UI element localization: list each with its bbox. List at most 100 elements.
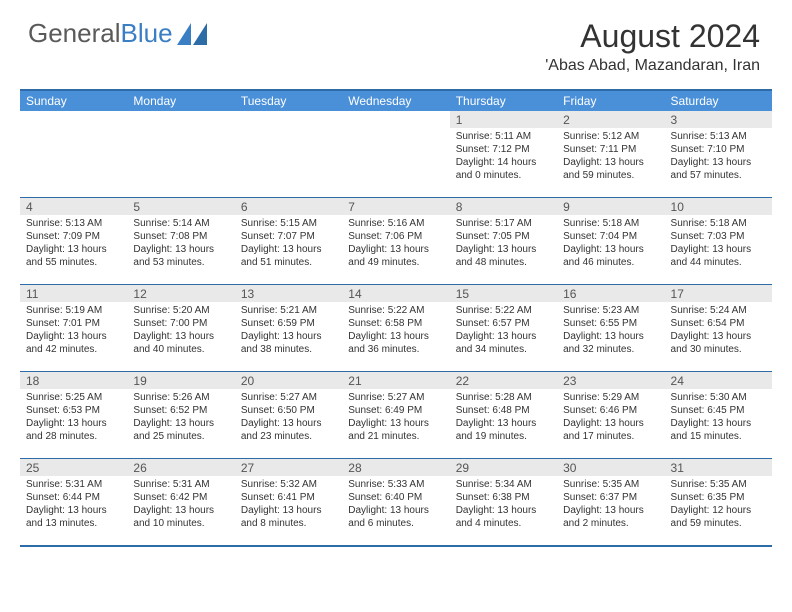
day-number: 7 — [342, 198, 449, 215]
sun-info: Sunrise: 5:28 AMSunset: 6:48 PMDaylight:… — [450, 389, 557, 447]
day-number: 17 — [665, 285, 772, 302]
sun-info: Sunrise: 5:35 AMSunset: 6:35 PMDaylight:… — [665, 476, 772, 534]
day-number: 26 — [127, 459, 234, 476]
sun-info: Sunrise: 5:15 AMSunset: 7:07 PMDaylight:… — [235, 215, 342, 273]
logo-icon — [177, 23, 207, 45]
week-row: 4Sunrise: 5:13 AMSunset: 7:09 PMDaylight… — [20, 197, 772, 284]
sun-info: Sunrise: 5:18 AMSunset: 7:04 PMDaylight:… — [557, 215, 664, 273]
day-number: 28 — [342, 459, 449, 476]
day-cell: 12Sunrise: 5:20 AMSunset: 7:00 PMDayligh… — [127, 285, 234, 371]
day-cell: 4Sunrise: 5:13 AMSunset: 7:09 PMDaylight… — [20, 198, 127, 284]
sun-info: Sunrise: 5:30 AMSunset: 6:45 PMDaylight:… — [665, 389, 772, 447]
sun-info: Sunrise: 5:13 AMSunset: 7:10 PMDaylight:… — [665, 128, 772, 186]
day-number: 5 — [127, 198, 234, 215]
bottom-border — [20, 545, 772, 547]
calendar: Sunday Monday Tuesday Wednesday Thursday… — [20, 89, 772, 545]
sun-info: Sunrise: 5:25 AMSunset: 6:53 PMDaylight:… — [20, 389, 127, 447]
day-cell: 23Sunrise: 5:29 AMSunset: 6:46 PMDayligh… — [557, 372, 664, 458]
day-number: 31 — [665, 459, 772, 476]
day-cell: 24Sunrise: 5:30 AMSunset: 6:45 PMDayligh… — [665, 372, 772, 458]
logo-text-1: General — [28, 18, 121, 49]
sun-info: Sunrise: 5:27 AMSunset: 6:50 PMDaylight:… — [235, 389, 342, 447]
logo: GeneralBlue — [28, 18, 207, 49]
day-cell: 2Sunrise: 5:12 AMSunset: 7:11 PMDaylight… — [557, 111, 664, 197]
day-cell — [235, 111, 342, 197]
day-cell: 18Sunrise: 5:25 AMSunset: 6:53 PMDayligh… — [20, 372, 127, 458]
sun-info: Sunrise: 5:23 AMSunset: 6:55 PMDaylight:… — [557, 302, 664, 360]
day-number: 18 — [20, 372, 127, 389]
sun-info: Sunrise: 5:16 AMSunset: 7:06 PMDaylight:… — [342, 215, 449, 273]
day-number: 23 — [557, 372, 664, 389]
day-number: 12 — [127, 285, 234, 302]
day-number: 22 — [450, 372, 557, 389]
day-cell: 22Sunrise: 5:28 AMSunset: 6:48 PMDayligh… — [450, 372, 557, 458]
day-number: 3 — [665, 111, 772, 128]
day-cell: 3Sunrise: 5:13 AMSunset: 7:10 PMDaylight… — [665, 111, 772, 197]
day-number: 9 — [557, 198, 664, 215]
day-number: 8 — [450, 198, 557, 215]
day-cell — [127, 111, 234, 197]
day-cell: 5Sunrise: 5:14 AMSunset: 7:08 PMDaylight… — [127, 198, 234, 284]
day-number: 20 — [235, 372, 342, 389]
week-row: 1Sunrise: 5:11 AMSunset: 7:12 PMDaylight… — [20, 111, 772, 197]
week-row: 11Sunrise: 5:19 AMSunset: 7:01 PMDayligh… — [20, 284, 772, 371]
sun-info: Sunrise: 5:18 AMSunset: 7:03 PMDaylight:… — [665, 215, 772, 273]
dayheader-sat: Saturday — [665, 91, 772, 111]
day-cell: 14Sunrise: 5:22 AMSunset: 6:58 PMDayligh… — [342, 285, 449, 371]
day-cell: 13Sunrise: 5:21 AMSunset: 6:59 PMDayligh… — [235, 285, 342, 371]
day-cell: 11Sunrise: 5:19 AMSunset: 7:01 PMDayligh… — [20, 285, 127, 371]
day-number: 14 — [342, 285, 449, 302]
day-cell — [342, 111, 449, 197]
dayheader-thu: Thursday — [450, 91, 557, 111]
dayheader-fri: Friday — [557, 91, 664, 111]
day-cell: 20Sunrise: 5:27 AMSunset: 6:50 PMDayligh… — [235, 372, 342, 458]
day-cell: 19Sunrise: 5:26 AMSunset: 6:52 PMDayligh… — [127, 372, 234, 458]
location-label: 'Abas Abad, Mazandaran, Iran — [545, 57, 760, 75]
day-number: 19 — [127, 372, 234, 389]
sun-info: Sunrise: 5:35 AMSunset: 6:37 PMDaylight:… — [557, 476, 664, 534]
day-number: 2 — [557, 111, 664, 128]
dayheader-sun: Sunday — [20, 91, 127, 111]
sun-info: Sunrise: 5:31 AMSunset: 6:42 PMDaylight:… — [127, 476, 234, 534]
day-number — [20, 111, 127, 114]
sun-info: Sunrise: 5:20 AMSunset: 7:00 PMDaylight:… — [127, 302, 234, 360]
sun-info: Sunrise: 5:31 AMSunset: 6:44 PMDaylight:… — [20, 476, 127, 534]
day-cell: 6Sunrise: 5:15 AMSunset: 7:07 PMDaylight… — [235, 198, 342, 284]
day-number: 16 — [557, 285, 664, 302]
day-cell: 28Sunrise: 5:33 AMSunset: 6:40 PMDayligh… — [342, 459, 449, 545]
day-cell: 17Sunrise: 5:24 AMSunset: 6:54 PMDayligh… — [665, 285, 772, 371]
sun-info: Sunrise: 5:29 AMSunset: 6:46 PMDaylight:… — [557, 389, 664, 447]
day-cell: 25Sunrise: 5:31 AMSunset: 6:44 PMDayligh… — [20, 459, 127, 545]
day-number: 13 — [235, 285, 342, 302]
day-number: 10 — [665, 198, 772, 215]
dayheader-wed: Wednesday — [342, 91, 449, 111]
day-cell: 31Sunrise: 5:35 AMSunset: 6:35 PMDayligh… — [665, 459, 772, 545]
day-number: 24 — [665, 372, 772, 389]
day-number: 30 — [557, 459, 664, 476]
title-block: August 2024 'Abas Abad, Mazandaran, Iran — [545, 18, 760, 75]
day-number: 29 — [450, 459, 557, 476]
sun-info: Sunrise: 5:22 AMSunset: 6:58 PMDaylight:… — [342, 302, 449, 360]
dayheader-tue: Tuesday — [235, 91, 342, 111]
sun-info: Sunrise: 5:13 AMSunset: 7:09 PMDaylight:… — [20, 215, 127, 273]
day-number — [235, 111, 342, 114]
week-row: 18Sunrise: 5:25 AMSunset: 6:53 PMDayligh… — [20, 371, 772, 458]
day-cell: 7Sunrise: 5:16 AMSunset: 7:06 PMDaylight… — [342, 198, 449, 284]
day-number: 25 — [20, 459, 127, 476]
day-cell: 8Sunrise: 5:17 AMSunset: 7:05 PMDaylight… — [450, 198, 557, 284]
day-number: 15 — [450, 285, 557, 302]
day-headers-row: Sunday Monday Tuesday Wednesday Thursday… — [20, 91, 772, 111]
sun-info: Sunrise: 5:33 AMSunset: 6:40 PMDaylight:… — [342, 476, 449, 534]
day-cell: 10Sunrise: 5:18 AMSunset: 7:03 PMDayligh… — [665, 198, 772, 284]
day-cell: 26Sunrise: 5:31 AMSunset: 6:42 PMDayligh… — [127, 459, 234, 545]
sun-info: Sunrise: 5:11 AMSunset: 7:12 PMDaylight:… — [450, 128, 557, 186]
sun-info: Sunrise: 5:27 AMSunset: 6:49 PMDaylight:… — [342, 389, 449, 447]
header: GeneralBlue August 2024 'Abas Abad, Maza… — [0, 0, 792, 81]
dayheader-mon: Monday — [127, 91, 234, 111]
sun-info: Sunrise: 5:32 AMSunset: 6:41 PMDaylight:… — [235, 476, 342, 534]
month-title: August 2024 — [545, 18, 760, 55]
day-cell: 15Sunrise: 5:22 AMSunset: 6:57 PMDayligh… — [450, 285, 557, 371]
day-number — [342, 111, 449, 114]
week-row: 25Sunrise: 5:31 AMSunset: 6:44 PMDayligh… — [20, 458, 772, 545]
day-number: 11 — [20, 285, 127, 302]
